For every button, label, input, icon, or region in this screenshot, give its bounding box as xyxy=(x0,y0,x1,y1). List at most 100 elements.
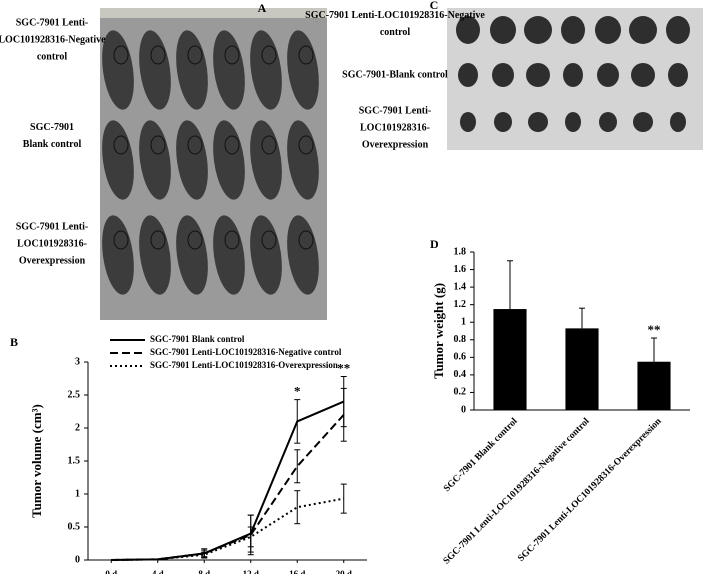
x-tick-label: 20 d xyxy=(336,569,352,574)
y-tick-label: 1 xyxy=(75,488,80,499)
tumor-outline xyxy=(298,230,314,250)
tumor-outline xyxy=(187,45,203,65)
mouse xyxy=(102,30,134,110)
error-bar xyxy=(294,490,301,525)
tumor xyxy=(524,16,552,44)
tumor-outline xyxy=(261,45,277,65)
tumor xyxy=(561,16,585,44)
photo-label: LOC101928316- xyxy=(360,122,430,133)
panel-letter: A xyxy=(258,1,267,15)
tumor xyxy=(526,63,550,87)
tumor xyxy=(563,63,583,87)
series-line xyxy=(111,400,345,561)
error-bar xyxy=(507,260,513,310)
mouse xyxy=(287,120,319,200)
tumor xyxy=(668,63,688,87)
tumor xyxy=(629,16,657,44)
significance: ** xyxy=(648,322,661,337)
y-axis-label: Tumor volume (cm³) xyxy=(29,404,44,518)
panel-letter: B xyxy=(10,335,18,349)
tumor xyxy=(631,63,655,87)
ruler xyxy=(100,8,327,18)
x-tick-label: SGC-7901 Lenti-LOC101928316-Negative con… xyxy=(442,416,592,566)
series-line xyxy=(111,497,344,561)
y-tick-label: 1.6 xyxy=(454,264,467,275)
tumor xyxy=(490,16,516,44)
y-tick-label: 0 xyxy=(461,404,466,415)
y-tick-label: 0 xyxy=(75,554,80,565)
error-bar xyxy=(651,337,657,362)
y-tick-label: 0.4 xyxy=(454,369,467,380)
tumor xyxy=(460,112,476,132)
photo-label: SGC-7901-Blank control xyxy=(342,69,448,80)
tumor-outline xyxy=(224,230,240,250)
x-tick-label: SGC-7901 Blank control xyxy=(442,416,520,494)
legend-label: SGC-7901 Lenti-LOC101928316-Negative con… xyxy=(150,347,342,357)
photo-label: LOC101928316-Negative xyxy=(0,34,106,45)
mouse xyxy=(213,215,245,295)
panel-letter: C xyxy=(430,0,439,12)
mouse xyxy=(250,120,282,200)
photo-label: Blank control xyxy=(23,139,82,150)
error-bar xyxy=(294,449,301,484)
tumor-outline xyxy=(298,135,314,155)
photo-label: LOC101928316- xyxy=(17,238,87,249)
x-tick-label: 0 d xyxy=(105,569,117,574)
tumor xyxy=(528,112,548,132)
error-bar xyxy=(201,551,208,558)
y-tick-label: 0.5 xyxy=(68,521,81,532)
photo-label: control xyxy=(37,51,68,62)
x-tick-label: 12 d xyxy=(243,569,259,574)
tumor-outline xyxy=(261,135,277,155)
tumor-outline xyxy=(224,135,240,155)
y-tick-label: 0.2 xyxy=(454,387,467,398)
tumor-outline xyxy=(224,45,240,65)
y-tick-label: 1 xyxy=(461,317,466,328)
mouse xyxy=(102,215,134,295)
y-tick-label: 1.5 xyxy=(68,455,81,466)
photo-label: SGC-7901 xyxy=(30,122,74,133)
x-tick-label: 8 d xyxy=(198,569,210,574)
y-tick-label: 0.6 xyxy=(454,352,467,363)
mouse xyxy=(287,215,319,295)
mouse xyxy=(213,30,245,110)
tumor xyxy=(565,112,581,132)
y-tick-label: 1.2 xyxy=(454,299,467,310)
mouse xyxy=(176,30,208,110)
error-bar xyxy=(340,483,347,514)
photo-label: control xyxy=(380,27,411,38)
tumor-outline xyxy=(187,135,203,155)
series-line xyxy=(111,414,345,561)
mouse xyxy=(287,30,319,110)
bar xyxy=(565,328,599,410)
y-tick-label: 1.8 xyxy=(454,246,467,257)
tumor xyxy=(666,16,690,44)
tumor xyxy=(492,63,514,87)
photo-label: SGC-7901 Lenti-LOC101928316-Negative xyxy=(305,10,485,21)
panel-letter: D xyxy=(430,237,439,251)
tumor xyxy=(595,16,621,44)
error-bar xyxy=(247,526,254,548)
tumor xyxy=(494,112,512,132)
mouse xyxy=(250,215,282,295)
tumor xyxy=(456,16,480,44)
significance: ** xyxy=(337,361,350,376)
tumor-outline xyxy=(261,230,277,250)
error-bar xyxy=(294,399,301,444)
error-bar xyxy=(340,387,347,442)
photo-label: Overexpression xyxy=(19,255,86,266)
tumor-outline xyxy=(187,230,203,250)
mouse xyxy=(250,30,282,110)
mouse xyxy=(213,120,245,200)
tumor-outline xyxy=(150,230,166,250)
photo-label: SGC-7901 Lenti- xyxy=(359,105,432,116)
legend-label: SGC-7901 Lenti-LOC101928316-Overexpressi… xyxy=(150,360,338,370)
tumor-outline xyxy=(150,45,166,65)
bar xyxy=(493,309,527,410)
significance: * xyxy=(294,384,301,399)
tumor xyxy=(633,112,653,132)
tumor xyxy=(458,63,478,87)
photo-label: SGC-7901 Lenti- xyxy=(16,17,89,28)
y-axis-label: Tumor weight (g) xyxy=(431,283,446,379)
